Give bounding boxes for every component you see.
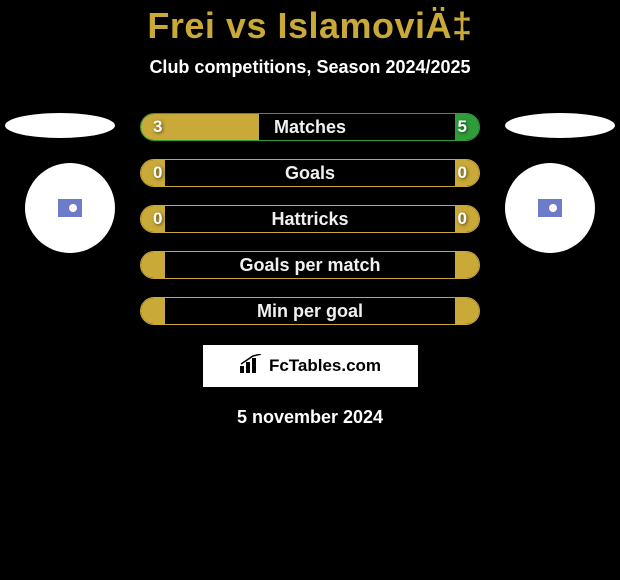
chart-icon [239,354,263,379]
avatar-right[interactable] [505,163,595,253]
stat-row: 0Hattricks0 [140,205,480,233]
subtitle: Club competitions, Season 2024/2025 [0,57,620,78]
stat-row: Min per goal [140,297,480,325]
stat-label: Goals [141,163,479,184]
flag-left [5,113,115,138]
avatar-placeholder-icon [538,199,562,217]
main-container: Frei vs IslamoviÄ‡ Club competitions, Se… [0,0,620,428]
avatar-left[interactable] [25,163,115,253]
stat-row: 0Goals0 [140,159,480,187]
stat-row: Goals per match [140,251,480,279]
flag-right [505,113,615,138]
date-label: 5 november 2024 [0,407,620,428]
page-title: Frei vs IslamoviÄ‡ [0,5,620,47]
stat-rows: 3Matches5 0Goals0 0Hattricks0 Goals per mat… [140,113,480,325]
stat-label: Matches [141,117,479,138]
stat-row: 3Matches5 [140,113,480,141]
stat-label: Hattricks [141,209,479,230]
stat-label: Goals per match [141,255,479,276]
comparison-area: 3Matches5 0Goals0 0Hattricks0 Goals per mat… [0,113,620,428]
stat-label: Min per goal [141,301,479,322]
brand-label: FcTables.com [269,356,381,376]
avatar-placeholder-icon [58,199,82,217]
brand-box[interactable]: FcTables.com [203,345,418,387]
